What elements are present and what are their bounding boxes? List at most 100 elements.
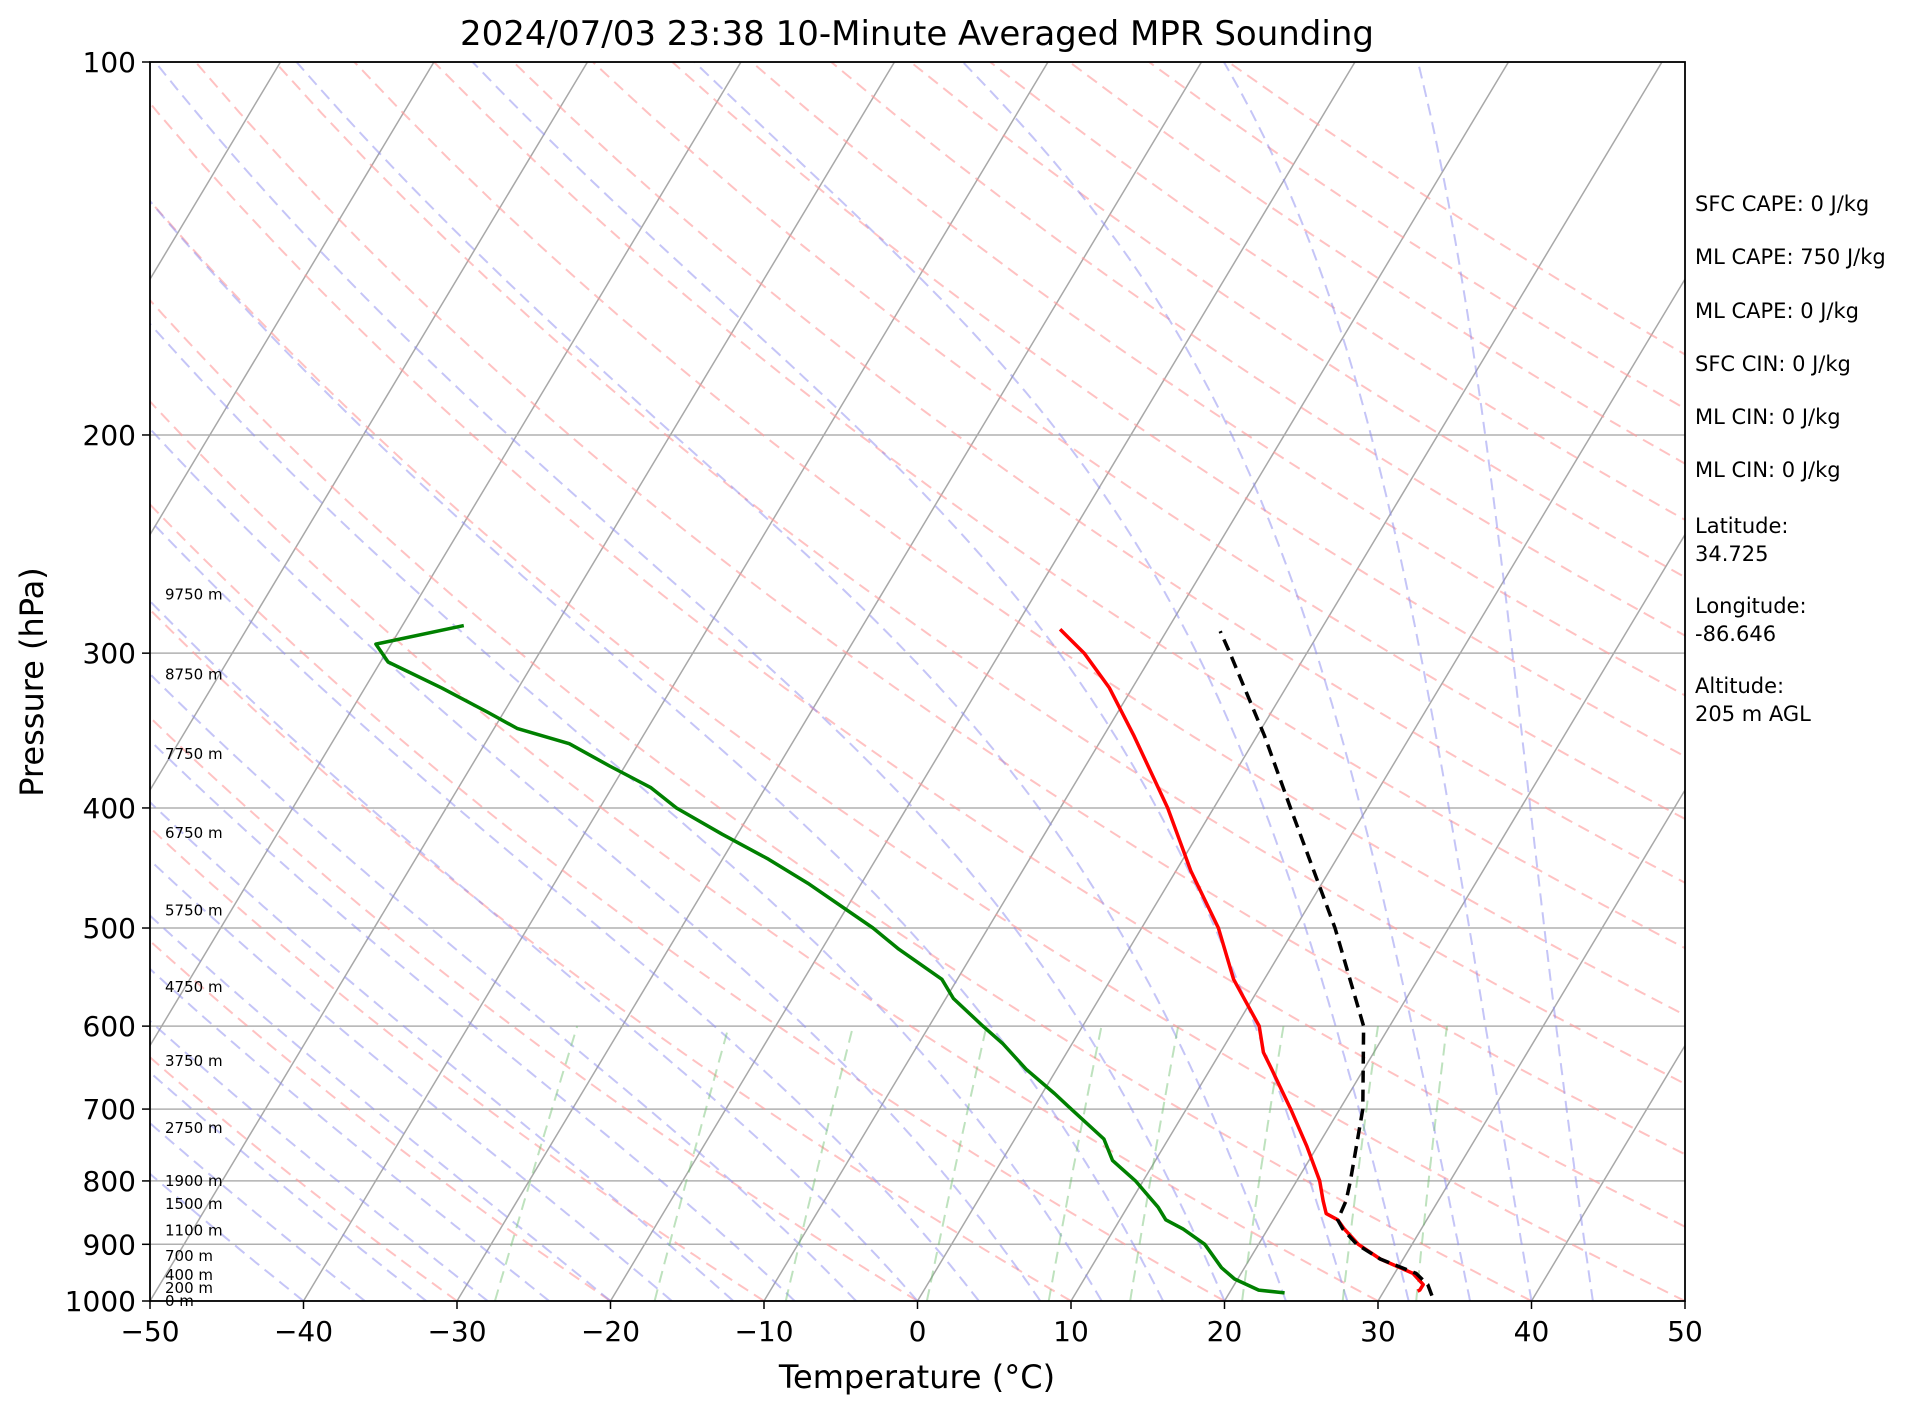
moist-adiabat [150, 199, 1164, 1301]
moist-adiabat [962, 62, 1472, 1301]
dry-adiabat [150, 199, 1685, 1301]
dry-adiabat [353, 62, 1685, 1017]
height-label: 400 m [165, 1266, 213, 1284]
mixing-ratio-line [493, 1025, 579, 1301]
x-tick-label: −50 [120, 1315, 179, 1348]
x-tick-label: 50 [1667, 1315, 1703, 1348]
height-label: 1100 m [165, 1221, 223, 1239]
stat-line: SFC CAPE: 0 J/kg [1695, 192, 1870, 216]
dry-adiabat [194, 62, 1685, 1156]
stat-line: ML CIN: 0 J/kg [1695, 405, 1841, 429]
moist-adiabat [1417, 62, 1594, 1301]
moist-adiabat [295, 62, 1287, 1301]
height-label: 8750 m [165, 665, 223, 683]
mixing-ratio-line [1341, 1025, 1379, 1301]
dry-adiabat [592, 62, 1685, 820]
moist-adiabat [154, 62, 1226, 1301]
y-tick-label: 700 [83, 1093, 136, 1126]
location-line: Altitude: 205 m AGL [1695, 674, 1811, 726]
y-tick-label: 100 [83, 46, 136, 79]
moist-adiabat [150, 1172, 305, 1301]
isotherm-line [609, 62, 1356, 1301]
mixing-ratio-line [784, 1025, 855, 1301]
height-label: 4750 m [165, 978, 223, 996]
y-tick-label: 900 [83, 1228, 136, 1261]
x-tick-label: −20 [581, 1315, 640, 1348]
mixing-ratio-line [1129, 1025, 1180, 1301]
location-line: Longitude: -86.646 [1695, 594, 1807, 646]
moist-adiabat [150, 739, 796, 1301]
y-tick-label: 800 [83, 1165, 136, 1198]
dry-adiabat [274, 62, 1685, 1085]
height-label: 1500 m [165, 1195, 223, 1213]
dewpoint-profile [374, 623, 1285, 1295]
isotherm-line [1070, 277, 1685, 1301]
isotherm-line [150, 62, 742, 1047]
height-label: 1900 m [165, 1172, 223, 1190]
height-label: 7750 m [165, 745, 223, 763]
isotherm-line [150, 62, 589, 792]
x-tick-label: 0 [909, 1315, 927, 1348]
mixing-ratio-line [1415, 1025, 1448, 1301]
moist-adiabat [150, 800, 734, 1301]
moist-adiabat [150, 858, 673, 1301]
height-label: 700 m [165, 1247, 213, 1265]
mixing-ratio-line [1241, 1025, 1285, 1301]
y-tick-label: 300 [83, 637, 136, 670]
isotherm-line [150, 62, 282, 281]
x-tick-label: 20 [1207, 1315, 1243, 1348]
dry-adiabat [150, 298, 1532, 1301]
moist-adiabat [150, 1121, 366, 1301]
y-tick-label: 400 [83, 792, 136, 825]
isotherm-line [1530, 1044, 1685, 1301]
moist-adiabat [150, 599, 919, 1301]
moist-adiabat [150, 967, 550, 1301]
dry-adiabat [909, 62, 1685, 579]
moist-adiabat [150, 914, 612, 1301]
x-tick-label: 10 [1053, 1315, 1089, 1348]
moist-adiabat [693, 62, 1410, 1301]
dry-adiabat [150, 826, 765, 1301]
moist-adiabat [150, 427, 1042, 1301]
moist-adiabat [150, 1019, 489, 1301]
mixing-ratio-line [1047, 1025, 1103, 1301]
height-label: 9750 m [165, 585, 223, 603]
dry-adiabat [150, 503, 1225, 1301]
x-tick-label: 40 [1514, 1315, 1550, 1348]
height-label: 2750 m [165, 1119, 223, 1137]
moist-adiabat [1223, 62, 1533, 1301]
isotherm-line [1377, 788, 1685, 1301]
y-tick-label: 500 [83, 912, 136, 945]
x-tick-label: −30 [427, 1315, 486, 1348]
height-label: 3750 m [165, 1052, 223, 1070]
y-tick-label: 600 [83, 1010, 136, 1043]
isotherm-line [302, 62, 1049, 1301]
height-label: 200 m [165, 1279, 213, 1297]
moist-adiabat [150, 322, 1103, 1301]
chart-title: 2024/07/03 23:38 10-Minute Averaged MPR … [460, 14, 1374, 54]
dry-adiabat [751, 62, 1685, 697]
mixing-ratio-line [653, 1025, 730, 1301]
moist-adiabat [150, 1070, 427, 1301]
isotherm-line [456, 62, 1203, 1301]
height-label: 5750 m [165, 902, 223, 920]
stat-line: ML CAPE: 0 J/kg [1695, 299, 1860, 323]
location-line: Latitude: 34.725 [1695, 514, 1789, 566]
x-axis-label: Temperature (°C) [778, 1358, 1055, 1396]
x-tick-label: 30 [1360, 1315, 1396, 1348]
isotherm-line [150, 62, 435, 537]
dry-adiabat [150, 101, 1685, 1228]
isotherm-line [1223, 533, 1685, 1301]
x-tick-label: −40 [274, 1315, 333, 1348]
dry-adiabat [512, 62, 1685, 884]
isotherm-line [150, 62, 896, 1301]
height-label: 0 m [165, 1292, 194, 1310]
mixing-ratio-line [925, 1025, 988, 1301]
stat-line: SFC CIN: 0 J/kg [1695, 352, 1851, 376]
isotherm-line [763, 62, 1510, 1301]
y-tick-label: 1000 [65, 1285, 136, 1318]
height-label: 6750 m [165, 824, 223, 842]
moist-adiabat [471, 62, 1349, 1301]
stat-line: ML CIN: 0 J/kg [1695, 458, 1841, 482]
